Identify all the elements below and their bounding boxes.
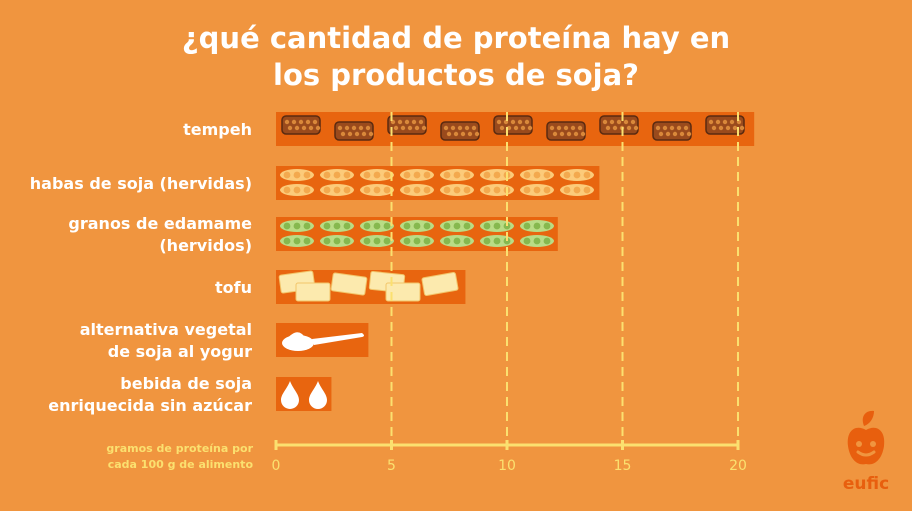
x-tick-label-20: 20: [729, 458, 747, 474]
soybean-pod-icon: [400, 184, 434, 196]
soybean-pod-icon-group: [280, 169, 594, 196]
chart-title: ¿qué cantidad de proteína hay en los pro…: [0, 20, 912, 94]
soybean-pod-icon: [320, 184, 354, 196]
soybean-pod-icon: [560, 184, 594, 196]
edamame-pod-icon: [440, 235, 474, 247]
soybean-pod-icon: [480, 184, 514, 196]
edamame-pod-icon: [360, 220, 394, 232]
drop-icon: [309, 381, 327, 409]
edamame-pod-icon: [320, 235, 354, 247]
x-tick-label-5: 5: [387, 458, 396, 474]
tempeh-icon: [652, 121, 692, 141]
edamame-pod-icon: [280, 220, 314, 232]
category-label-4-line-1: alternativa vegetal: [80, 320, 252, 339]
category-label-3-line-1: tofu: [215, 278, 252, 297]
x-tick-label-0: 0: [272, 458, 281, 474]
soybean-pod-icon: [400, 169, 434, 181]
edamame-pod-icon: [280, 235, 314, 247]
edamame-pod-icon: [480, 220, 514, 232]
soybean-pod-icon: [440, 184, 474, 196]
category-label-5-line-2: enriquecida sin azúcar: [48, 396, 252, 415]
tempeh-icon-group: [281, 115, 745, 141]
soybean-pod-icon: [560, 169, 594, 181]
spoon-icon-group: [282, 332, 364, 351]
drop-icon-group: [281, 381, 327, 409]
soybean-pod-icon: [360, 184, 394, 196]
soybean-pod-icon: [520, 184, 554, 196]
spoon-icon: [282, 332, 364, 351]
edamame-pod-icon: [400, 235, 434, 247]
soybean-pod-icon: [360, 169, 394, 181]
edamame-pod-icon: [520, 220, 554, 232]
tempeh-icon: [334, 121, 374, 141]
soybean-pod-icon: [440, 169, 474, 181]
category-label-0-line-1: tempeh: [183, 120, 252, 139]
title-line-1: ¿qué cantidad de proteína hay en: [181, 21, 731, 55]
edamame-pod-icon-group: [280, 220, 554, 247]
tempeh-icon: [599, 115, 639, 135]
tempeh-icon: [387, 115, 427, 135]
title-line-2: los productos de soja?: [273, 58, 639, 92]
tempeh-icon: [493, 115, 533, 135]
tofu-block-icon-group: [278, 270, 459, 302]
tempeh-icon: [281, 115, 321, 135]
logo-text: eufic: [842, 474, 890, 494]
tofu-block-icon: [385, 282, 421, 302]
edamame-pod-icon: [480, 235, 514, 247]
x-tick-label-15: 15: [614, 458, 632, 474]
tofu-block-icon: [295, 282, 331, 302]
edamame-pod-icon: [520, 235, 554, 247]
soybean-pod-icon: [280, 184, 314, 196]
category-label-1-line-1: habas de soja (hervidas): [30, 174, 252, 193]
edamame-pod-icon: [400, 220, 434, 232]
category-label-2-line-1: granos de edamame: [68, 214, 252, 233]
soybean-pod-icon: [480, 169, 514, 181]
tempeh-icon: [705, 115, 745, 135]
soybean-pod-icon: [280, 169, 314, 181]
tempeh-icon: [440, 121, 480, 141]
category-label-5-line-1: bebida de soja: [120, 374, 252, 393]
edamame-pod-icon: [360, 235, 394, 247]
x-axis-label-line-2: cada 100 g de alimento: [108, 458, 254, 471]
edamame-pod-icon: [320, 220, 354, 232]
category-label-2-line-2: (hervidos): [159, 236, 252, 255]
tofu-block-icon: [330, 272, 368, 296]
category-label-4-line-2: de soja al yogur: [108, 342, 252, 361]
tempeh-icon: [546, 121, 586, 141]
x-tick-label-10: 10: [498, 458, 516, 474]
soybean-pod-icon: [520, 169, 554, 181]
soybean-pod-icon: [320, 169, 354, 181]
edamame-pod-icon: [440, 220, 474, 232]
tofu-block-icon: [421, 272, 459, 296]
drop-icon: [281, 381, 299, 409]
x-axis-label-line-1: gramos de proteína por: [106, 442, 253, 455]
apple-face-icon: [847, 410, 885, 465]
